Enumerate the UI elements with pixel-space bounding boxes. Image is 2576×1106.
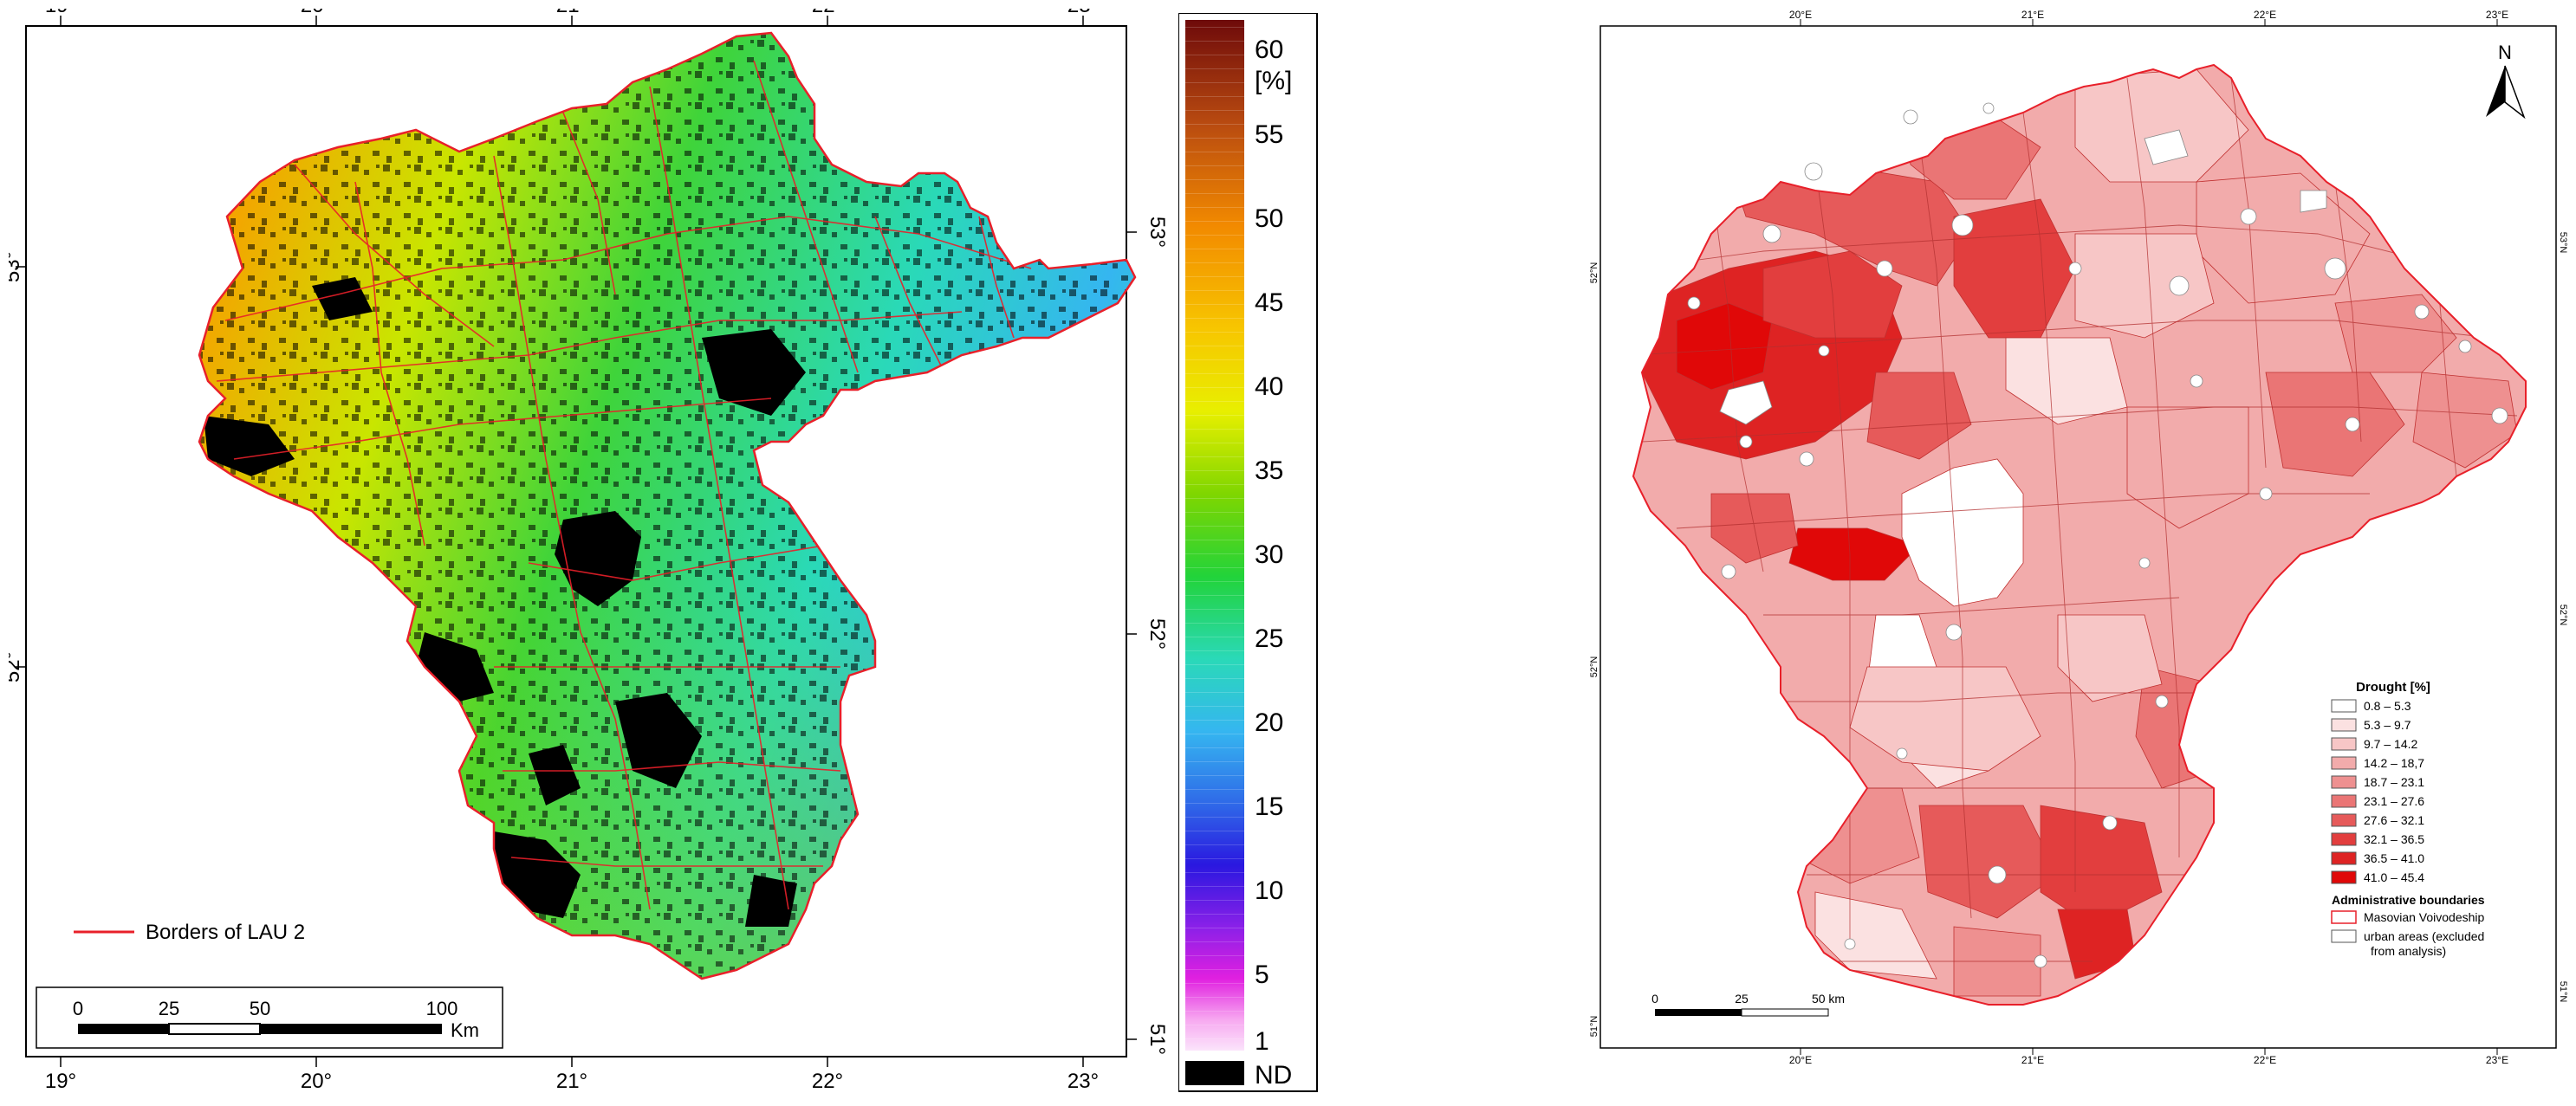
legend-swatch-4 (2331, 775, 2357, 789)
right-left-lat-1: 52°N (1590, 656, 1599, 678)
admin-title: Administrative boundaries (2332, 893, 2485, 907)
right-bottom-lon-1: 21°E (2021, 1054, 2044, 1065)
cb-tick-35: 35 (1255, 456, 1283, 485)
right-map-svg: 20°E 21°E 22°E 23°E 20°E 21°E 22°E 23°E … (1589, 9, 2568, 1066)
right-left-lat-0: 52°N (1590, 262, 1599, 284)
right-lat-52: 52° (1145, 618, 1169, 650)
admin-swatch-urban (2331, 929, 2357, 943)
cb-tick-60: 60 (1255, 36, 1283, 64)
colorbar-nodata-swatch (1185, 1061, 1244, 1085)
legend-label-9: 41.0 – 45.4 (2364, 870, 2424, 884)
right-map-ticks (1800, 19, 2498, 1055)
admin-swatch-voivodeship (2331, 910, 2357, 924)
right-lat-53: 53° (1145, 217, 1169, 248)
legend-swatch-5 (2331, 794, 2357, 808)
legend-label-6: 27.6 – 32.1 (2364, 813, 2424, 827)
scale-25: 25 (159, 998, 179, 1019)
left-bottom-lon-4: 23° (1067, 1070, 1099, 1093)
left-lat-52: 52° (9, 651, 24, 682)
left-lat-53: 53° (9, 251, 24, 282)
legend-swatch-7 (2331, 832, 2357, 846)
right-left-lat-2: 51°N (1590, 1016, 1599, 1038)
cb-tick-1: 1 (1255, 1027, 1269, 1056)
right-map-panel: 20°E 21°E 22°E 23°E 20°E 21°E 22°E 23°E … (1589, 9, 2569, 1066)
right-map-top-labels: 20°E 21°E 22°E 23°E (1789, 9, 2508, 21)
cb-tick-15: 15 (1255, 792, 1283, 821)
left-map-ticks (16, 16, 1137, 1067)
right-bottom-lon-3: 23°E (2486, 1054, 2508, 1065)
left-map-svg: 19° 20° 21° 22° 23° 19° 20° 21° 22° 23° … (1, 0, 1169, 1093)
right-top-lon-0: 20°E (1789, 9, 1812, 21)
colorbar-panel: 60 [%] 55 50 45 40 35 30 25 20 15 10 5 1… (1178, 12, 1321, 1096)
scale-unit: Km (451, 1019, 479, 1041)
right-map-bottom-labels: 20°E 21°E 22°E 23°E (1789, 1054, 2508, 1066)
left-bottom-lon-1: 20° (301, 1070, 332, 1093)
admin-label-urban-2: from analysis) (2371, 944, 2446, 958)
rscale-50: 50 km (1812, 992, 1845, 1006)
legend-label-2: 9.7 – 14.2 (2364, 737, 2417, 751)
left-scale-bar: 0 25 50 100 Km (36, 986, 503, 1049)
legend-label-8: 36.5 – 41.0 (2364, 851, 2424, 865)
cb-nodata-label: ND (1255, 1061, 1292, 1090)
left-top-lon-3: 22° (812, 9, 843, 17)
cb-unit: [%] (1255, 67, 1292, 95)
legend-label-1: 5.3 – 9.7 (2364, 718, 2411, 732)
admin-label-urban-1: urban areas (excluded (2364, 929, 2484, 943)
legend-swatch-8 (2331, 851, 2357, 865)
legend-swatch-2 (2331, 737, 2357, 751)
right-bottom-lon-2: 22°E (2254, 1054, 2276, 1065)
north-arrow-icon: N (2486, 42, 2526, 120)
left-bottom-lon-3: 22° (812, 1070, 843, 1093)
rscale-25: 25 (1735, 992, 1749, 1006)
cb-tick-10: 10 (1255, 876, 1283, 905)
scale-0: 0 (73, 998, 83, 1019)
cb-tick-25: 25 (1255, 624, 1283, 653)
left-bottom-lon-0: 19° (45, 1070, 76, 1093)
right-right-lat-1: 52°N (2558, 605, 2568, 626)
scale-50: 50 (250, 998, 270, 1019)
lau-border-label: Borders of LAU 2 (146, 921, 305, 944)
rscale-0: 0 (1651, 992, 1658, 1006)
legend-label-0: 0.8 – 5.3 (2364, 699, 2411, 713)
admin-label-voivodeship: Masovian Voivodeship (2364, 910, 2485, 924)
legend-title: Drought [%] (2356, 680, 2430, 695)
left-bottom-lon-2: 21° (556, 1070, 587, 1093)
right-lat-51: 51° (1145, 1024, 1169, 1055)
legend-label-3: 14.2 – 18,7 (2364, 756, 2424, 770)
legend-swatch-0 (2331, 699, 2357, 713)
right-bottom-lon-0: 20°E (1789, 1054, 1812, 1065)
right-top-lon-1: 21°E (2021, 9, 2044, 21)
legend-swatch-9 (2331, 870, 2357, 884)
right-right-lat-2: 51°N (2558, 981, 2568, 1003)
cb-tick-5: 5 (1255, 960, 1269, 989)
right-scale-bar: 0 25 50 km (1651, 992, 1845, 1017)
cb-tick-45: 45 (1255, 288, 1283, 317)
legend-label-7: 32.1 – 36.5 (2364, 832, 2424, 846)
left-top-lon-2: 21° (556, 9, 587, 17)
legend-swatch-6 (2331, 813, 2357, 827)
cb-tick-40: 40 (1255, 372, 1283, 401)
left-top-lon-0: 19° (45, 9, 76, 17)
legend-swatch-1 (2331, 718, 2357, 732)
left-map-bottom-labels: 19° 20° 21° 22° 23° (45, 1070, 1099, 1093)
left-map-panel: 19° 20° 21° 22° 23° 19° 20° 21° 22° 23° … (1, 0, 1222, 1102)
north-label: N (2498, 42, 2512, 63)
cb-tick-30: 30 (1255, 540, 1283, 569)
right-top-lon-2: 22°E (2254, 9, 2276, 21)
left-top-lon-1: 20° (301, 9, 332, 17)
legend-label-4: 18.7 – 23.1 (2364, 775, 2424, 789)
colorbar-svg: 60 [%] 55 50 45 40 35 30 25 20 15 10 5 1… (1178, 12, 1318, 1092)
right-right-lat-0: 53°N (2558, 232, 2568, 254)
cb-tick-55: 55 (1255, 120, 1283, 149)
cb-tick-50: 50 (1255, 204, 1283, 233)
legend-swatch-3 (2331, 756, 2357, 770)
left-map-top-labels: 19° 20° 21° 22° 23° (45, 0, 1099, 17)
lau-border-legend: Borders of LAU 2 (74, 921, 305, 944)
right-top-lon-3: 23°E (2486, 9, 2508, 21)
legend-label-5: 23.1 – 27.6 (2364, 794, 2424, 808)
left-top-lon-4: 23° (1067, 9, 1099, 17)
cb-tick-20: 20 (1255, 708, 1283, 737)
drought-legend: Drought [%] 0.8 – 5.3 5.3 – 9.7 9.7 – 14… (2331, 680, 2485, 958)
scale-100: 100 (426, 998, 458, 1019)
